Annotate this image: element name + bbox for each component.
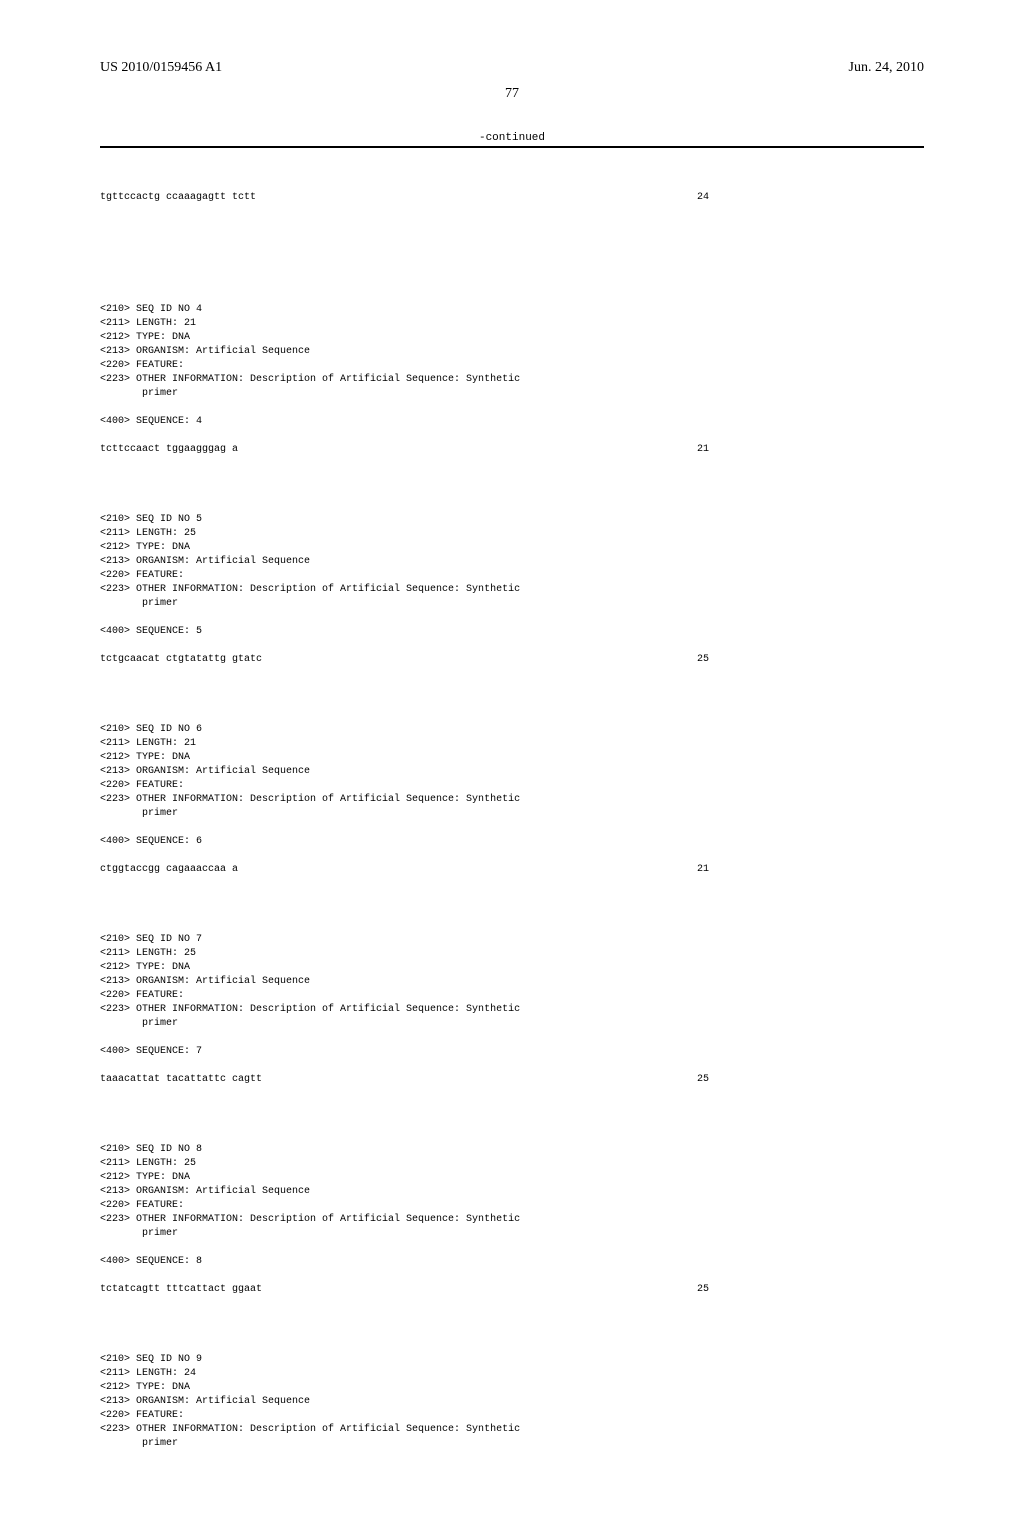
type-line: <212> TYPE: DNA (100, 541, 924, 555)
organism-line: <213> ORGANISM: Artificial Sequence (100, 555, 924, 569)
seq-id-line: <210> SEQ ID NO 6 (100, 723, 924, 737)
type-line: <212> TYPE: DNA (100, 331, 924, 345)
sequence-label: <400> SEQUENCE: 8 (100, 1255, 924, 1269)
sequence-text: taaacattat tacattattc cagtt (100, 1073, 262, 1087)
sequence-length: 21 (697, 443, 924, 457)
sequence-row: tcttccaact tggaagggag a 21 (100, 443, 924, 457)
publication-date: Jun. 24, 2010 (849, 60, 924, 76)
sequence-label: <400> SEQUENCE: 4 (100, 415, 924, 429)
sequence-text: tctgcaacat ctgtatattg gtatc (100, 653, 262, 667)
sequence-length: 25 (697, 653, 924, 667)
feature-line: <220> FEATURE: (100, 569, 924, 583)
organism-line: <213> ORGANISM: Artificial Sequence (100, 1185, 924, 1199)
type-line: <212> TYPE: DNA (100, 961, 924, 975)
patent-page: US 2010/0159456 A1 Jun. 24, 2010 77 -con… (0, 0, 1024, 1519)
other-info-line: <223> OTHER INFORMATION: Description of … (100, 583, 924, 597)
seq-id-line: <210> SEQ ID NO 7 (100, 933, 924, 947)
other-info-cont: primer (100, 1227, 924, 1241)
sequence-label: <400> SEQUENCE: 6 (100, 835, 924, 849)
type-line: <212> TYPE: DNA (100, 1171, 924, 1185)
feature-line: <220> FEATURE: (100, 359, 924, 373)
length-line: <211> LENGTH: 25 (100, 527, 924, 541)
feature-line: <220> FEATURE: (100, 989, 924, 1003)
publication-number: US 2010/0159456 A1 (100, 60, 222, 76)
type-line: <212> TYPE: DNA (100, 751, 924, 765)
sequence-text: tgttccactg ccaaagagtt tctt (100, 191, 256, 205)
organism-line: <213> ORGANISM: Artificial Sequence (100, 1395, 924, 1409)
other-info-line: <223> OTHER INFORMATION: Description of … (100, 1003, 924, 1017)
seq-id-line: <210> SEQ ID NO 8 (100, 1143, 924, 1157)
sequence-row: tctgcaacat ctgtatattg gtatc 25 (100, 653, 924, 667)
other-info-cont: primer (100, 1017, 924, 1031)
sequence-length: 25 (697, 1073, 924, 1087)
continued-label: -continued (100, 132, 924, 144)
feature-line: <220> FEATURE: (100, 1199, 924, 1213)
sequence-row: taaacattat tacattattc cagtt 25 (100, 1073, 924, 1087)
page-header: US 2010/0159456 A1 Jun. 24, 2010 (100, 60, 924, 76)
length-line: <211> LENGTH: 25 (100, 1157, 924, 1171)
sequence-label: <400> SEQUENCE: 5 (100, 625, 924, 639)
other-info-cont: primer (100, 1437, 924, 1451)
organism-line: <213> ORGANISM: Artificial Sequence (100, 765, 924, 779)
organism-line: <213> ORGANISM: Artificial Sequence (100, 975, 924, 989)
sequence-length: 21 (697, 863, 924, 877)
sequence-row: ctggtaccgg cagaaaccaa a 21 (100, 863, 924, 877)
sequence-length: 24 (697, 191, 924, 205)
other-info-cont: primer (100, 387, 924, 401)
length-line: <211> LENGTH: 21 (100, 737, 924, 751)
other-info-line: <223> OTHER INFORMATION: Description of … (100, 373, 924, 387)
sequence-label: <400> SEQUENCE: 7 (100, 1045, 924, 1059)
length-line: <211> LENGTH: 24 (100, 1367, 924, 1381)
seq-id-line: <210> SEQ ID NO 5 (100, 513, 924, 527)
feature-line: <220> FEATURE: (100, 779, 924, 793)
divider-top (100, 146, 924, 148)
sequence-length: 25 (697, 1283, 924, 1297)
sequence-row: tctatcagtt tttcattact ggaat 25 (100, 1283, 924, 1297)
other-info-cont: primer (100, 807, 924, 821)
length-line: <211> LENGTH: 21 (100, 317, 924, 331)
other-info-line: <223> OTHER INFORMATION: Description of … (100, 1423, 924, 1437)
organism-line: <213> ORGANISM: Artificial Sequence (100, 345, 924, 359)
length-line: <211> LENGTH: 25 (100, 947, 924, 961)
type-line: <212> TYPE: DNA (100, 1381, 924, 1395)
seq-id-line: <210> SEQ ID NO 9 (100, 1353, 924, 1367)
seq-id-line: <210> SEQ ID NO 4 (100, 303, 924, 317)
sequence-text: tctatcagtt tttcattact ggaat (100, 1283, 262, 1297)
sequence-text: ctggtaccgg cagaaaccaa a (100, 863, 238, 877)
feature-line: <220> FEATURE: (100, 1409, 924, 1423)
page-number: 77 (100, 86, 924, 102)
other-info-line: <223> OTHER INFORMATION: Description of … (100, 1213, 924, 1227)
sequence-text: tcttccaact tggaagggag a (100, 443, 238, 457)
other-info-line: <223> OTHER INFORMATION: Description of … (100, 793, 924, 807)
other-info-cont: primer (100, 597, 924, 611)
sequence-row: tgttccactg ccaaagagtt tctt 24 (100, 191, 924, 205)
sequence-listing: tgttccactg ccaaagagtt tctt 24 <210> SEQ … (100, 163, 924, 1479)
